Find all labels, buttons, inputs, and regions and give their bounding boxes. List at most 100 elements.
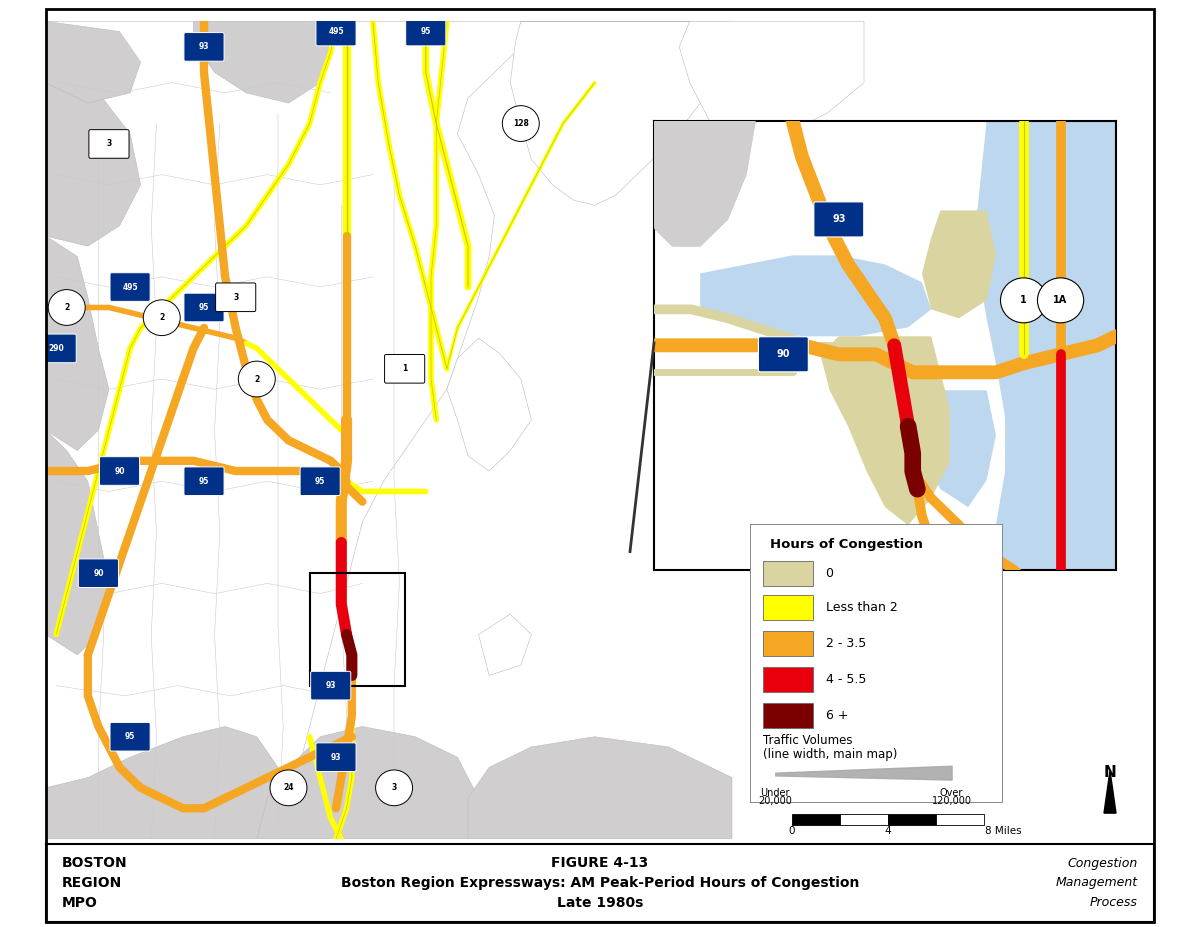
Text: Boston Region Expressways: AM Peak-Period Hours of Congestion: Boston Region Expressways: AM Peak-Perio…	[341, 876, 859, 890]
Polygon shape	[922, 390, 996, 507]
Text: Process: Process	[1090, 896, 1138, 909]
Text: 4: 4	[884, 826, 892, 836]
Text: N: N	[1104, 766, 1116, 781]
Text: 8 Miles: 8 Miles	[985, 826, 1021, 836]
Polygon shape	[46, 236, 109, 451]
FancyBboxPatch shape	[311, 671, 350, 700]
Text: Traffic Volumes: Traffic Volumes	[763, 734, 852, 747]
FancyBboxPatch shape	[814, 202, 864, 237]
Polygon shape	[46, 727, 288, 839]
Text: 2 - 3.5: 2 - 3.5	[826, 637, 866, 650]
FancyBboxPatch shape	[110, 722, 150, 751]
Text: 495: 495	[122, 283, 138, 292]
Text: 90: 90	[114, 466, 125, 476]
Text: 3: 3	[107, 139, 112, 148]
Text: 95: 95	[314, 476, 325, 486]
Bar	[763, 630, 814, 656]
Circle shape	[239, 362, 275, 397]
Bar	[792, 814, 840, 825]
Text: 2: 2	[254, 375, 259, 384]
Polygon shape	[510, 21, 732, 205]
Text: FIGURE 4-13: FIGURE 4-13	[551, 857, 649, 870]
Text: REGION: REGION	[62, 876, 122, 890]
FancyBboxPatch shape	[758, 337, 809, 372]
Text: 120,000: 120,000	[931, 796, 972, 806]
Polygon shape	[521, 21, 864, 144]
Polygon shape	[922, 210, 996, 318]
Bar	[888, 814, 936, 825]
Text: 0: 0	[788, 826, 796, 836]
Polygon shape	[446, 338, 532, 471]
Bar	[936, 814, 984, 825]
Text: Over: Over	[940, 788, 964, 798]
Circle shape	[143, 299, 180, 336]
Bar	[763, 595, 814, 619]
Bar	[840, 814, 888, 825]
Text: 1: 1	[1020, 296, 1027, 305]
FancyBboxPatch shape	[184, 467, 224, 496]
Polygon shape	[46, 21, 140, 247]
Text: 93: 93	[199, 43, 209, 51]
Text: 6 +: 6 +	[826, 709, 848, 722]
Text: 20,000: 20,000	[758, 796, 792, 806]
Polygon shape	[468, 737, 732, 839]
Bar	[763, 667, 814, 692]
Circle shape	[48, 289, 85, 325]
Polygon shape	[978, 121, 1116, 570]
Bar	[763, 704, 814, 729]
Bar	[310, 573, 404, 686]
Text: 93: 93	[832, 214, 846, 224]
Polygon shape	[46, 430, 109, 655]
Text: (line width, main map): (line width, main map)	[763, 748, 896, 761]
Polygon shape	[479, 614, 532, 676]
Polygon shape	[193, 21, 331, 103]
Text: MPO: MPO	[62, 895, 98, 909]
FancyBboxPatch shape	[184, 293, 224, 322]
Text: 2: 2	[64, 303, 70, 312]
Text: 24: 24	[283, 783, 294, 793]
Text: 128: 128	[512, 119, 529, 128]
FancyBboxPatch shape	[216, 283, 256, 311]
Polygon shape	[654, 121, 756, 247]
Text: 0: 0	[826, 567, 834, 580]
FancyBboxPatch shape	[184, 32, 224, 61]
Circle shape	[376, 770, 413, 806]
Text: 495: 495	[328, 27, 344, 36]
FancyBboxPatch shape	[300, 467, 341, 496]
Text: 90: 90	[776, 349, 790, 360]
Bar	[763, 562, 814, 587]
Text: 95: 95	[199, 303, 209, 312]
FancyBboxPatch shape	[316, 18, 356, 45]
Text: Congestion: Congestion	[1068, 857, 1138, 870]
Text: 3: 3	[233, 293, 239, 302]
Text: 95: 95	[199, 476, 209, 486]
Text: 93: 93	[325, 681, 336, 690]
Text: 2: 2	[160, 313, 164, 323]
Text: 290: 290	[48, 344, 64, 353]
Text: Late 1980s: Late 1980s	[557, 895, 643, 909]
Polygon shape	[1104, 770, 1116, 813]
FancyBboxPatch shape	[110, 273, 150, 301]
Polygon shape	[701, 256, 931, 337]
Text: Hours of Congestion: Hours of Congestion	[770, 538, 923, 551]
Text: 95: 95	[420, 27, 431, 36]
FancyBboxPatch shape	[100, 457, 139, 486]
Circle shape	[1001, 278, 1046, 323]
Text: 1: 1	[402, 364, 407, 374]
Circle shape	[503, 106, 539, 142]
Text: 4 - 5.5: 4 - 5.5	[826, 673, 866, 686]
Polygon shape	[257, 727, 479, 839]
FancyBboxPatch shape	[89, 130, 130, 159]
FancyBboxPatch shape	[316, 743, 356, 771]
Text: 95: 95	[125, 732, 136, 742]
Text: Under: Under	[761, 788, 790, 798]
Text: 93: 93	[331, 753, 341, 762]
Text: 90: 90	[94, 568, 103, 578]
Text: Less than 2: Less than 2	[826, 601, 898, 614]
Polygon shape	[821, 337, 949, 525]
Text: 1A: 1A	[1054, 296, 1068, 305]
FancyBboxPatch shape	[78, 559, 119, 588]
Text: BOSTON: BOSTON	[62, 857, 128, 870]
Text: Management: Management	[1056, 876, 1138, 890]
FancyBboxPatch shape	[384, 354, 425, 383]
